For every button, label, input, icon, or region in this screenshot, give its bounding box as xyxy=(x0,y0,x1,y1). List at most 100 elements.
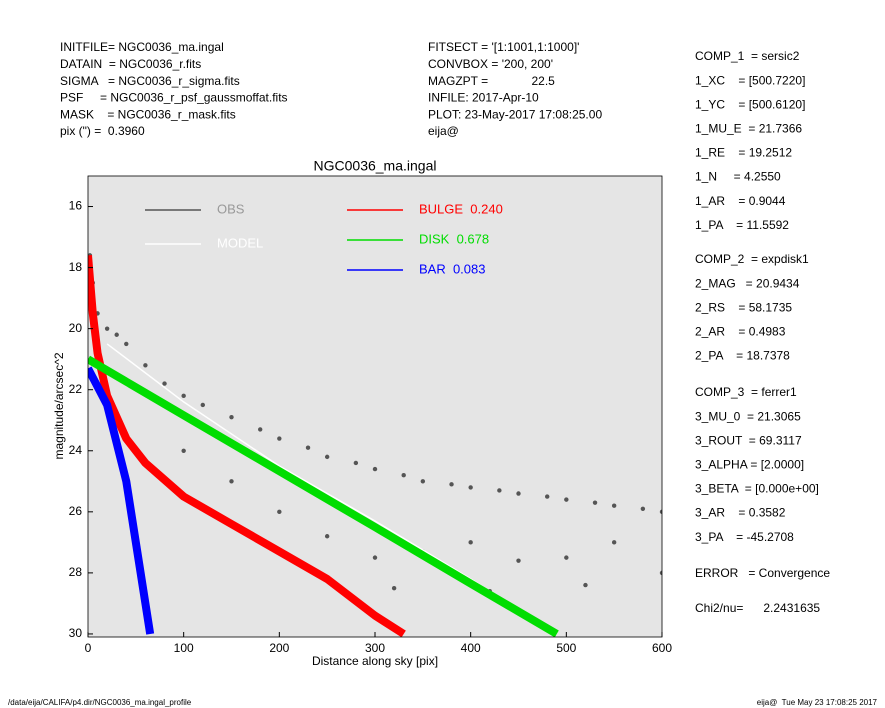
obs-point xyxy=(497,488,502,493)
x-tick-label: 0 xyxy=(85,641,92,655)
obs-point xyxy=(659,509,662,515)
obs-point xyxy=(640,506,646,511)
legend-label: MODEL xyxy=(217,235,263,250)
x-tick-label: 500 xyxy=(556,641,576,655)
obs-point xyxy=(401,472,406,478)
header-middle-line: MAGZPT = 22.5 xyxy=(428,74,555,88)
header-middle-line: eija@ xyxy=(428,124,459,138)
legend-label: OBS xyxy=(217,201,245,216)
y-tick-label: 18 xyxy=(69,260,83,274)
header-middle-line: CONVBOX = '200, 200' xyxy=(428,57,553,71)
obs-point xyxy=(611,503,617,508)
x-axis-label: Distance along sky [pix] xyxy=(312,654,438,668)
header-left-line: SIGMA = NGC0036_r_sigma.fits xyxy=(60,74,240,88)
component-line: 2_RS = 58.1735 xyxy=(695,300,792,314)
model-line xyxy=(88,255,406,637)
header-left-line: PSF = NGC0036_r_psf_gaussmoffat.fits xyxy=(60,91,288,105)
obs-point xyxy=(277,436,282,441)
obs-point xyxy=(564,555,569,560)
component-line: 3_AR = 0.3582 xyxy=(695,506,786,520)
y-tick-label: 28 xyxy=(69,565,83,579)
component-line: 2_AR = 0.4983 xyxy=(695,324,786,338)
obs-point xyxy=(162,381,167,386)
header-middle-line: FITSECT = '[1:1001,1:1000]' xyxy=(428,40,579,54)
component-line: 3_PA = -45.2708 xyxy=(695,530,794,544)
model-line xyxy=(88,366,155,635)
obs-point xyxy=(516,491,521,496)
obs-point xyxy=(324,534,330,539)
obs-point xyxy=(229,414,234,420)
y-tick-label: 26 xyxy=(69,504,83,518)
x-tick-label: 200 xyxy=(269,641,289,655)
chi2-line: Chi2/nu= 2.2431635 xyxy=(695,601,820,615)
legend-label: BAR 0.083 xyxy=(419,261,486,276)
component-line: 1_YC = [500.6120] xyxy=(695,97,805,111)
header-left-line: pix (") = 0.3960 xyxy=(60,124,145,138)
component-line: 2_PA = 18.7378 xyxy=(695,349,790,363)
header-middle-line: INFILE: 2017-Apr-10 xyxy=(428,91,539,105)
obs-point xyxy=(124,341,129,347)
plot-background xyxy=(88,176,662,637)
obs-point xyxy=(181,448,186,453)
obs-point xyxy=(611,540,617,545)
header-left-line: DATAIN = NGC0036_r.fits xyxy=(60,57,201,71)
component-line: COMP_3 = ferrer1 xyxy=(695,385,797,399)
y-tick-label: 16 xyxy=(69,199,83,213)
x-tick-label: 600 xyxy=(652,641,672,655)
obs-point xyxy=(200,402,205,408)
legend-label: DISK 0.678 xyxy=(419,231,489,246)
obs-point xyxy=(592,500,598,505)
component-line: 3_ALPHA = [2.0000] xyxy=(695,457,804,471)
error-line: ERROR = Convergence xyxy=(695,566,830,580)
obs-point xyxy=(564,497,569,502)
y-tick-label: 22 xyxy=(69,382,83,396)
header-middle-line: PLOT: 23-May-2017 17:08:25.00 xyxy=(428,107,602,121)
legend-label: BULGE 0.240 xyxy=(419,201,503,216)
obs-point xyxy=(114,332,119,337)
component-line: COMP_1 = sersic2 xyxy=(695,49,800,63)
obs-point xyxy=(391,585,397,591)
obs-point xyxy=(143,363,148,368)
component-line: 2_MAG = 20.9434 xyxy=(695,276,800,290)
obs-point xyxy=(372,555,378,560)
obs-point xyxy=(449,482,454,487)
y-tick-label: 24 xyxy=(69,443,83,457)
chart-title: NGC0036_ma.ingal xyxy=(314,158,437,174)
header-left-line: INITFILE= NGC0036_ma.ingal xyxy=(60,40,224,54)
obs-point xyxy=(104,326,110,331)
component-line: 1_PA = 11.5592 xyxy=(695,218,789,232)
obs-point xyxy=(468,485,473,490)
footer-right: eija@ Tue May 23 17:08:25 2017 xyxy=(757,698,878,707)
x-tick-label: 100 xyxy=(174,641,194,655)
obs-point xyxy=(659,570,662,576)
component-line: 1_MU_E = 21.7366 xyxy=(695,121,802,135)
component-line: 1_AR = 0.9044 xyxy=(695,194,786,208)
component-line: 3_MU_0 = 21.3065 xyxy=(695,409,801,423)
obs-point xyxy=(305,445,311,450)
component-line: 3_BETA = [0.000e+00] xyxy=(695,482,819,496)
y-tick-label: 30 xyxy=(69,626,83,640)
obs-point xyxy=(277,509,282,515)
obs-point xyxy=(583,582,588,588)
component-line: 1_XC = [500.7220] xyxy=(695,73,805,87)
component-line: 1_N = 4.2550 xyxy=(695,170,781,184)
obs-point xyxy=(258,427,263,432)
x-tick-label: 300 xyxy=(365,641,385,655)
obs-point xyxy=(545,494,550,499)
header-left-line: MASK = NGC0036_r_mask.fits xyxy=(60,107,236,121)
component-line: 3_ROUT = 69.3117 xyxy=(695,433,802,447)
obs-point xyxy=(420,479,426,484)
obs-point xyxy=(516,558,521,563)
obs-point xyxy=(468,540,473,545)
y-tick-label: 20 xyxy=(69,321,83,335)
x-tick-label: 400 xyxy=(461,641,481,655)
obs-point xyxy=(324,454,330,460)
obs-point xyxy=(229,479,234,484)
obs-point xyxy=(372,466,378,472)
obs-point xyxy=(353,460,359,466)
component-line: COMP_2 = expdisk1 xyxy=(695,252,809,266)
footer-left: /data/eija/CALIFA/p4.dir/NGC0036_ma.inga… xyxy=(8,698,192,707)
y-axis-label: magnitude/arcsec^2 xyxy=(52,352,66,459)
obs-point xyxy=(181,393,186,399)
